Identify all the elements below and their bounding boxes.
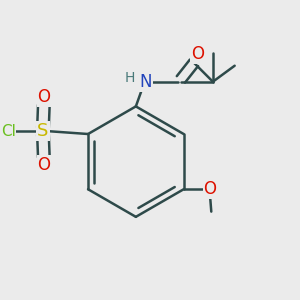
Text: O: O [38,156,50,174]
Text: O: O [38,88,50,106]
Text: N: N [140,73,152,91]
Text: S: S [37,122,49,140]
Text: Cl: Cl [1,124,16,139]
Text: O: O [203,180,216,198]
Text: O: O [191,45,204,63]
Text: H: H [125,71,135,85]
